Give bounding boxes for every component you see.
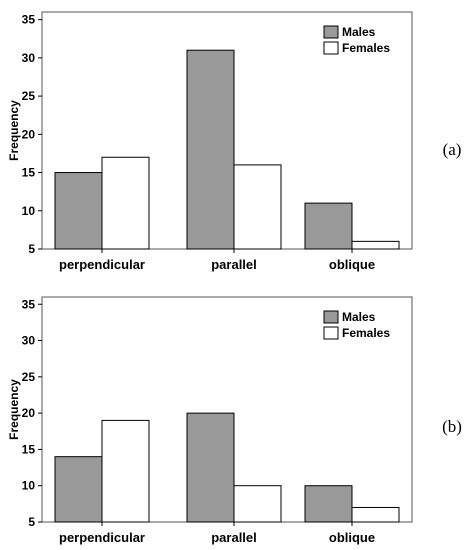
chart-a-y-tick-label: 30 (22, 51, 36, 65)
chart-b-bar-females-oblique (351, 506, 400, 523)
chart-b-bar-males-perpendicular (54, 456, 103, 523)
chart-b-bar-females-perpendicular (101, 419, 150, 523)
chart-b-x-tick-label: perpendicular (59, 530, 145, 545)
chart-b-bar-females-parallel (233, 485, 282, 523)
chart-a-y-tick-label: 35 (22, 13, 36, 27)
chart-b-x-tick-label: oblique (329, 530, 375, 545)
chart-a-bar-males-perpendicular (54, 172, 103, 250)
chart-a-y-tick-label: 15 (22, 166, 36, 180)
chart-a-bar-females-oblique (351, 240, 400, 250)
chart-b-y-tick-label: 20 (22, 406, 36, 420)
chart-a-y-axis-label: Frequency (7, 100, 21, 161)
chart-a: 5 10 15 20 25 30 35 Frequency perpendicular paral… (7, 11, 462, 272)
chart-a-x-tick-label: oblique (329, 257, 375, 272)
chart-a-y-tick-label: 10 (22, 204, 36, 218)
chart-b-y-tick-label: 30 (22, 334, 36, 348)
chart-a-bar-males-oblique (304, 202, 353, 250)
chart-b-y-tick-label: 5 (28, 515, 35, 529)
chart-a-x-tick-label: parallel (211, 257, 257, 272)
chart-b-y-tick-label: 25 (22, 370, 36, 384)
chart-a-y-tick-label: 20 (22, 127, 36, 141)
chart-b-y-tick-label: 35 (22, 297, 36, 311)
chart-a-bar-females-perpendicular (101, 156, 150, 250)
chart-b: 5 10 15 20 25 30 35 Frequency perpendicular paral… (7, 296, 462, 545)
chart-b-y-tick-label: 10 (22, 479, 36, 493)
chart-a-legend-swatch-males (323, 25, 339, 39)
chart-b-legend-label-females: Females (342, 326, 390, 340)
chart-a-bar-males-parallel (186, 49, 235, 250)
chart-a-panel-label: (a) (443, 140, 462, 159)
chart-b-bar-males-oblique (304, 485, 353, 523)
chart-a-y-tick-label: 5 (28, 242, 35, 256)
chart-b-panel-label: (b) (442, 417, 462, 436)
chart-b-bar-males-parallel (186, 412, 235, 523)
chart-b-y-axis-label: Frequency (7, 379, 21, 440)
chart-a-legend-label-males: Males (342, 25, 376, 39)
chart-a-legend-label-females: Females (342, 41, 390, 55)
chart-a-y-tick-label: 25 (22, 89, 36, 103)
chart-b-legend-label-males: Males (342, 310, 376, 324)
chart-a-legend-swatch-females (323, 41, 339, 55)
chart-b-x-tick-label: parallel (211, 530, 257, 545)
chart-b-y-tick-label: 15 (22, 442, 36, 456)
chart-b-legend-swatch-females (323, 326, 339, 340)
chart-a-bar-females-parallel (233, 164, 282, 250)
chart-a-x-tick-label: perpendicular (59, 257, 145, 272)
chart-b-legend-swatch-males (323, 310, 339, 324)
